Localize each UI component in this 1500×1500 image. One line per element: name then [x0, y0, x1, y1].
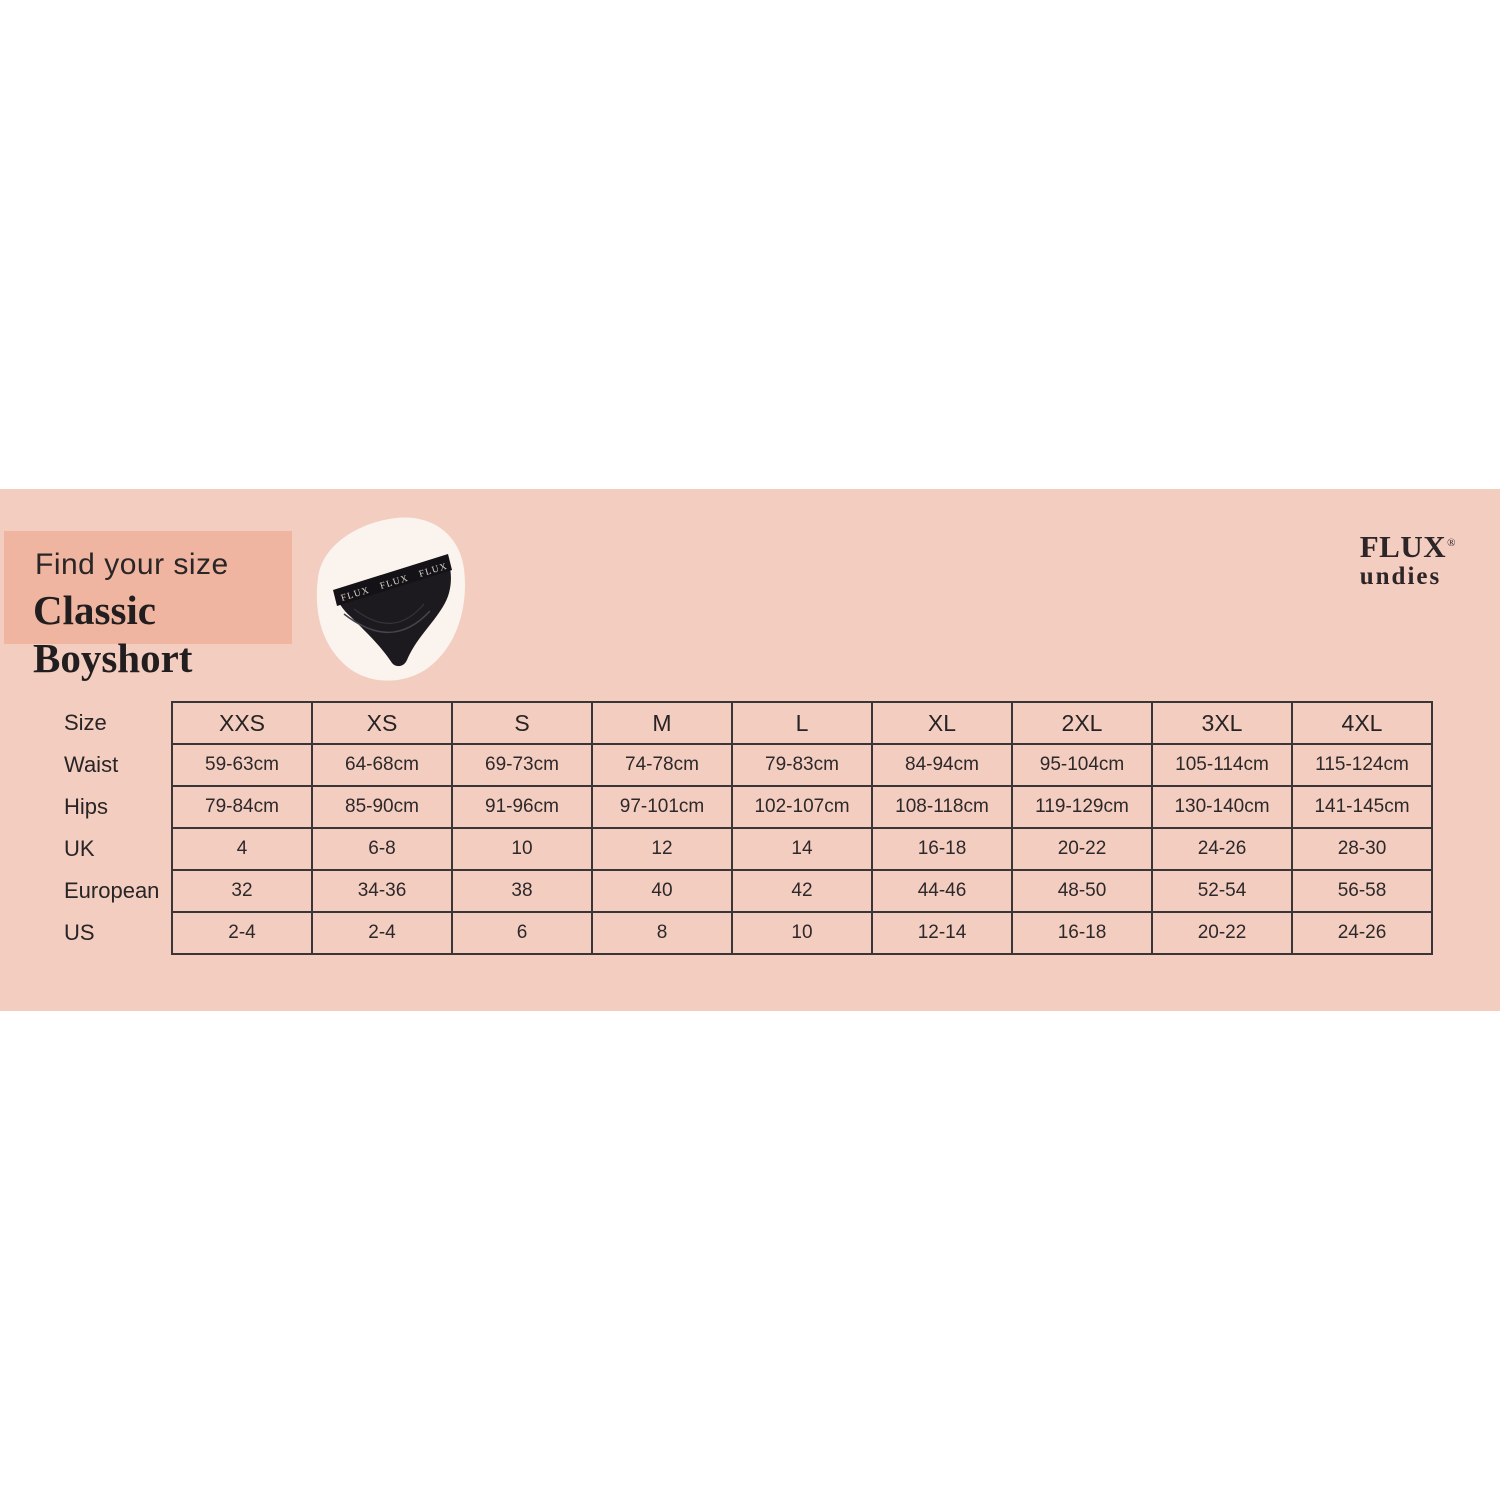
size-cell: 97-101cm	[591, 785, 733, 829]
size-cell: 48-50	[1011, 869, 1153, 913]
size-column-header: 2XL	[1011, 701, 1153, 745]
size-cell: 56-58	[1291, 869, 1433, 913]
size-cell: 102-107cm	[731, 785, 873, 829]
size-cell: 10	[451, 827, 593, 871]
size-column-header: XXS	[171, 701, 313, 745]
size-cell: 20-22	[1011, 827, 1153, 871]
waistband	[333, 554, 452, 606]
brand-name: FLUX®	[1359, 529, 1456, 564]
size-cell: 64-68cm	[311, 743, 453, 787]
row-label: US	[64, 920, 95, 945]
title-box: Find your size Classic Boyshort	[4, 531, 292, 681]
size-table: Size XXS XS S M L XL 2XL 3XL 4XL Waist 59-63cm 64-68…	[64, 701, 1433, 955]
table-header-row: Size XXS XS S M L XL 2XL 3XL 4XL	[64, 701, 1433, 745]
size-cell: 84-94cm	[871, 743, 1013, 787]
row-label-size: Size	[64, 710, 107, 735]
row-label: European	[64, 878, 160, 903]
size-cell: 16-18	[1011, 911, 1153, 955]
size-cell: 32	[171, 869, 313, 913]
size-column-header: XS	[311, 701, 453, 745]
size-column-header: S	[451, 701, 593, 745]
size-column-header: M	[591, 701, 733, 745]
product-image: FLUX FLUX FLUX	[308, 513, 474, 689]
size-cell: 79-83cm	[731, 743, 873, 787]
size-cell: 6-8	[311, 827, 453, 871]
row-label: Waist	[64, 752, 119, 777]
size-cell: 115-124cm	[1291, 743, 1433, 787]
table-row: US 2-4 2-4 6 8 10 12-14 16-18 20-22 24-26	[64, 911, 1433, 955]
size-cell: 28-30	[1291, 827, 1433, 871]
registered-mark: ®	[1447, 536, 1456, 549]
size-cell: 85-90cm	[311, 785, 453, 829]
size-cell: 6	[451, 911, 593, 955]
pink-band: Find your size Classic Boyshort FLUX FLU…	[0, 489, 1500, 1011]
size-cell: 24-26	[1291, 911, 1433, 955]
size-cell: 42	[731, 869, 873, 913]
size-cell: 16-18	[871, 827, 1013, 871]
leg-seam-outer	[343, 610, 431, 634]
size-cell: 91-96cm	[451, 785, 593, 829]
size-cell: 24-26	[1151, 827, 1293, 871]
size-cell: 34-36	[311, 869, 453, 913]
brand-logo: FLUX® undies	[1360, 531, 1456, 589]
size-column-header: 3XL	[1151, 701, 1293, 745]
size-cell: 8	[591, 911, 733, 955]
boyshort-illustration: FLUX FLUX FLUX	[316, 517, 465, 681]
size-cell: 12-14	[871, 911, 1013, 955]
leg-seam-inner	[353, 603, 425, 624]
size-column-header: XL	[871, 701, 1013, 745]
size-table-area: Size XXS XS S M L XL 2XL 3XL 4XL Waist 59-63cm 64-68…	[64, 701, 1433, 955]
size-cell: 108-118cm	[871, 785, 1013, 829]
size-cell: 59-63cm	[171, 743, 313, 787]
product-title: Classic Boyshort	[33, 587, 193, 681]
table-row: Waist 59-63cm 64-68cm 69-73cm 74-78cm 79-83cm…	[64, 743, 1433, 787]
size-cell: 79-84cm	[171, 785, 313, 829]
row-label: Hips	[64, 794, 109, 819]
size-cell: 141-145cm	[1291, 785, 1433, 829]
size-cell: 44-46	[871, 869, 1013, 913]
size-cell: 2-4	[171, 911, 313, 955]
size-cell: 119-129cm	[1011, 785, 1153, 829]
size-column-header: 4XL	[1291, 701, 1433, 745]
size-cell: 105-114cm	[1151, 743, 1293, 787]
size-cell: 40	[591, 869, 733, 913]
size-cell: 4	[171, 827, 313, 871]
brand-sub-name: undies	[1359, 563, 1442, 590]
size-cell: 52-54	[1151, 869, 1293, 913]
size-cell: 10	[731, 911, 873, 955]
size-cell: 38	[451, 869, 593, 913]
find-your-size-label: Find your size	[35, 548, 229, 581]
size-cell: 69-73cm	[451, 743, 593, 787]
size-cell: 130-140cm	[1151, 785, 1293, 829]
table-row: UK 4 6-8 10 12 14 16-18 20-22 24-26 28-30	[64, 827, 1433, 871]
size-cell: 95-104cm	[1011, 743, 1153, 787]
size-cell: 74-78cm	[591, 743, 733, 787]
size-cell: 14	[731, 827, 873, 871]
size-cell: 2-4	[311, 911, 453, 955]
size-cell: 12	[591, 827, 733, 871]
size-cell: 20-22	[1151, 911, 1293, 955]
table-row: Hips 79-84cm 85-90cm 91-96cm 97-101cm 102-107…	[64, 785, 1433, 829]
size-column-header: L	[731, 701, 873, 745]
row-label: UK	[64, 836, 95, 861]
table-row: European 32 34-36 38 40 42 44-46 48-50 52-54 56-5…	[64, 869, 1433, 913]
